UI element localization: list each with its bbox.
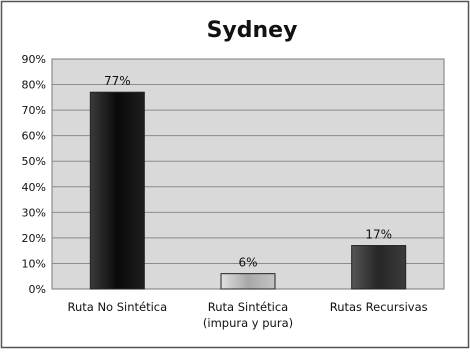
bar bbox=[351, 245, 407, 290]
bar bbox=[89, 91, 145, 290]
x-tick-label: (impura y pura) bbox=[203, 316, 293, 330]
y-tick-label: 20% bbox=[22, 232, 46, 245]
y-tick-label: 30% bbox=[22, 206, 46, 219]
y-tick-label: 80% bbox=[22, 79, 46, 92]
x-axis: Ruta No Sintética Ruta Sintética (impura y… bbox=[67, 300, 427, 330]
data-label: 17% bbox=[365, 228, 392, 242]
data-label: 77% bbox=[104, 74, 131, 88]
chart-title: Sydney bbox=[207, 18, 298, 43]
y-tick-label: 10% bbox=[22, 257, 46, 270]
data-labels: 77% 6% 17% bbox=[104, 74, 392, 269]
x-tick-label: Ruta Sintética bbox=[208, 300, 288, 314]
y-tick-label: 60% bbox=[22, 130, 46, 143]
bars bbox=[89, 91, 407, 290]
x-tick-label: Ruta No Sintética bbox=[67, 300, 167, 314]
y-tick-label: 0% bbox=[29, 283, 46, 296]
y-tick-label: 40% bbox=[22, 181, 46, 194]
y-tick-label: 70% bbox=[22, 104, 46, 117]
bar bbox=[220, 273, 276, 290]
data-label: 6% bbox=[238, 256, 257, 270]
x-tick-label: Rutas Recursivas bbox=[330, 300, 428, 314]
y-tick-label: 50% bbox=[22, 155, 46, 168]
y-axis: 0% 10% 20% 30% 40% 50% 60% 70% 80% 90% bbox=[22, 53, 46, 296]
y-tick-label: 90% bbox=[22, 53, 46, 66]
